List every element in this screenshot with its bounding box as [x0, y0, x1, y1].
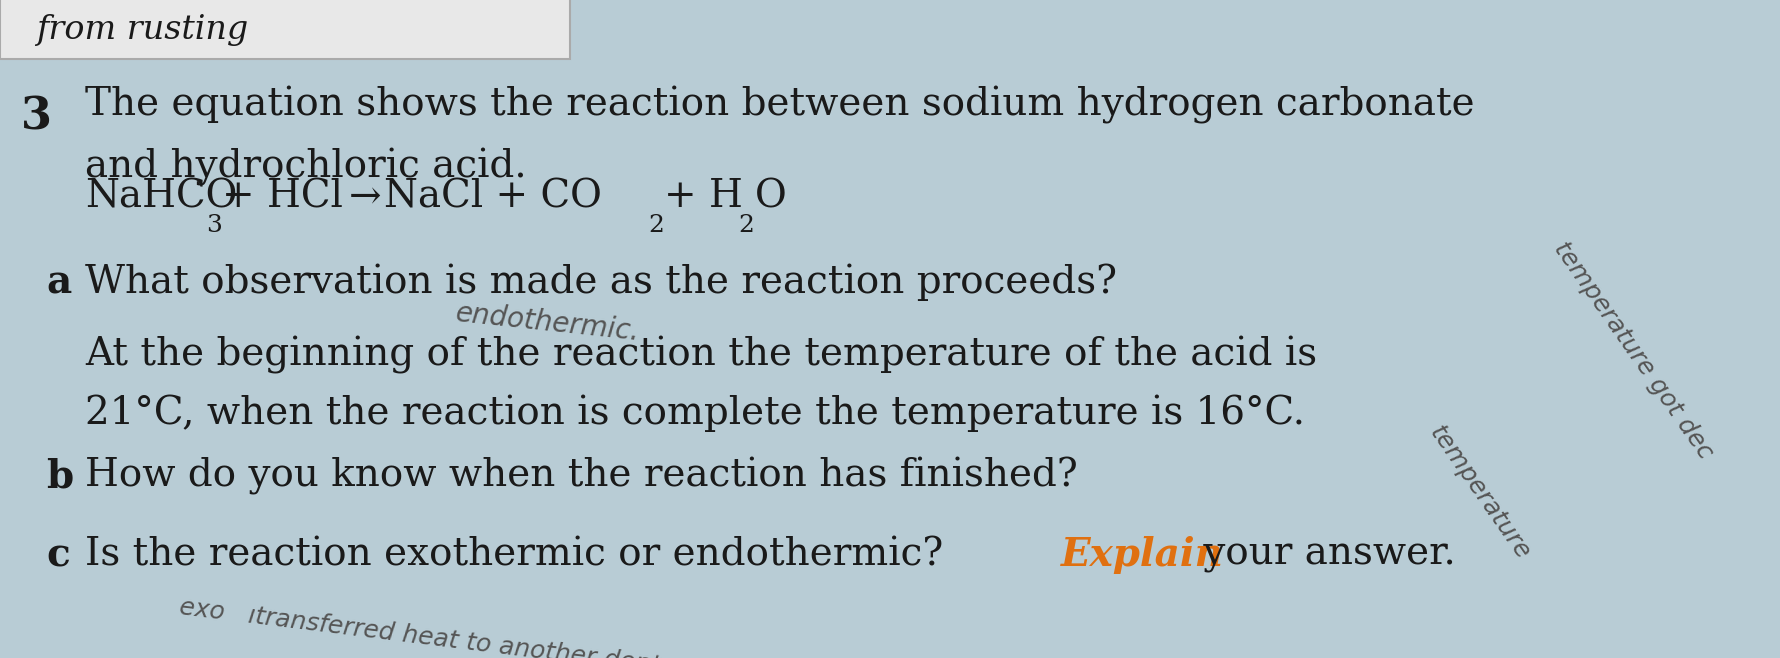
- Text: NaCl + CO: NaCl + CO: [384, 178, 602, 215]
- Text: + H: + H: [664, 178, 742, 215]
- Text: and hydrochloric acid.: and hydrochloric acid.: [85, 148, 527, 186]
- Text: NaHCO: NaHCO: [85, 178, 239, 215]
- Text: Is the reaction exothermic or endothermic?: Is the reaction exothermic or endothermi…: [85, 536, 956, 573]
- Text: c: c: [46, 536, 69, 574]
- Text: 21°C, when the reaction is complete the temperature is 16°C.: 21°C, when the reaction is complete the …: [85, 395, 1305, 432]
- Text: b: b: [46, 457, 73, 495]
- Text: At the beginning of the reaction the temperature of the acid is: At the beginning of the reaction the tem…: [85, 336, 1317, 374]
- Text: Explain: Explain: [1061, 536, 1225, 574]
- Text: →: →: [349, 178, 381, 215]
- Text: O: O: [755, 178, 787, 215]
- Text: The equation shows the reaction between sodium hydrogen carbonate: The equation shows the reaction between …: [85, 86, 1476, 124]
- Text: 3: 3: [21, 95, 52, 138]
- Text: What observation is made as the reaction proceeds?: What observation is made as the reaction…: [85, 263, 1118, 301]
- Text: temperature: temperature: [1424, 421, 1534, 564]
- Text: endothermic.: endothermic.: [454, 299, 641, 347]
- FancyBboxPatch shape: [0, 0, 570, 59]
- Text: How do you know when the reaction has finished?: How do you know when the reaction has fi…: [85, 457, 1079, 495]
- Text: 2: 2: [739, 215, 755, 238]
- Text: 2: 2: [648, 215, 664, 238]
- Text: temperature got dec: temperature got dec: [1549, 237, 1718, 463]
- Text: exo   ıtransferred heat to another dept: exo ıtransferred heat to another dept: [178, 595, 662, 658]
- Text: a: a: [46, 263, 71, 301]
- Text: your answer.: your answer.: [1191, 536, 1456, 573]
- Text: + HCl: + HCl: [222, 178, 344, 215]
- Text: 3: 3: [206, 215, 222, 238]
- Text: from rusting: from rusting: [36, 14, 247, 45]
